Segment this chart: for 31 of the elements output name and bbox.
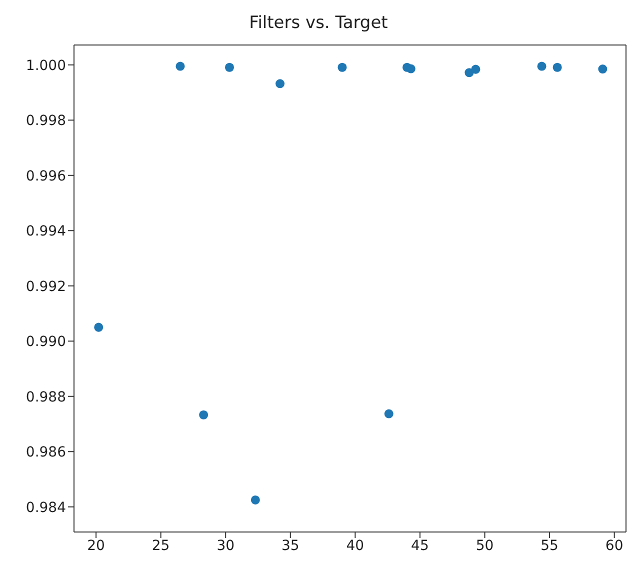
point [276, 79, 285, 88]
point [471, 64, 480, 74]
point [537, 62, 546, 71]
y-tick-label: 0.984 [26, 500, 66, 516]
y-tick-label: 1.000 [26, 58, 66, 74]
point [176, 62, 185, 71]
point [338, 62, 347, 72]
point [250, 495, 260, 504]
point [199, 410, 208, 420]
point [552, 62, 562, 72]
point [224, 62, 234, 72]
y-tick-label: 0.986 [26, 444, 66, 461]
point [598, 64, 608, 74]
y-tick-label: 0.998 [26, 113, 66, 130]
y-tick-label: 0.990 [26, 334, 66, 350]
x-tick-label: 35 [281, 538, 300, 554]
x-tick-label: 25 [152, 538, 170, 554]
x-tick-label: 40 [346, 538, 364, 554]
point [94, 322, 104, 332]
y-tick-label: 0.994 [26, 224, 66, 240]
y-tick-label: 0.988 [26, 389, 66, 406]
x-tick-label: 45 [411, 538, 429, 554]
point [384, 409, 394, 418]
x-tick-label: 20 [87, 538, 105, 554]
y-tick-label: 0.992 [26, 278, 66, 295]
x-tick-label: 60 [605, 538, 624, 554]
x-tick-label: 30 [216, 538, 235, 554]
x-tick-label: 50 [476, 538, 494, 554]
x-tick-label: 55 [540, 538, 558, 554]
chart-title: Filters vs. Target [248, 12, 389, 35]
y-tick-label: 0.996 [26, 168, 66, 184]
